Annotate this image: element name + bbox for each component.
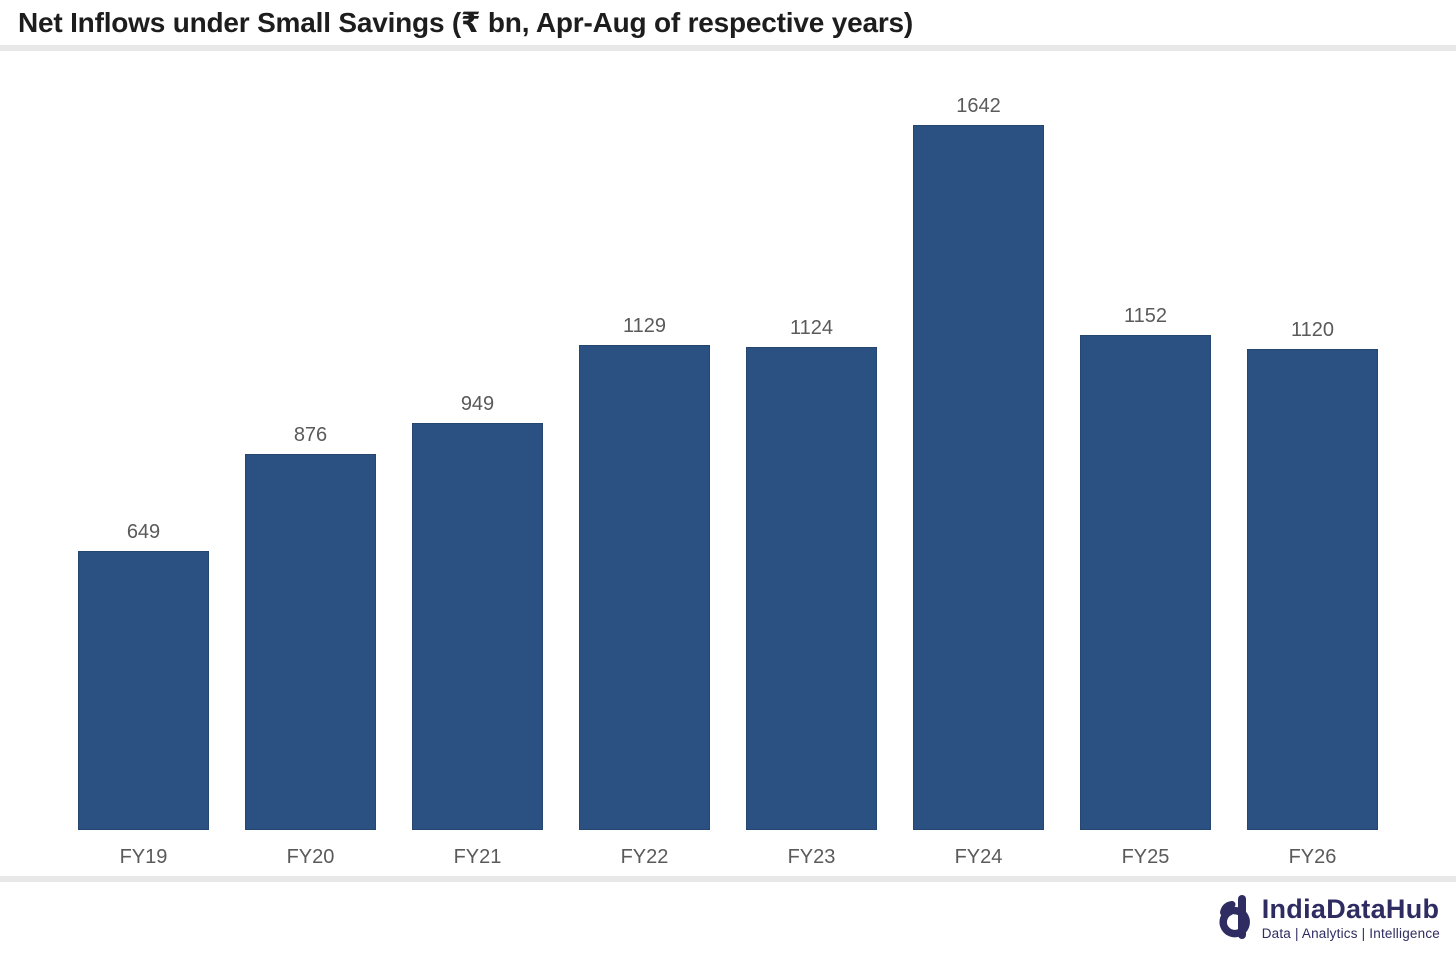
x-axis-label: FY19 [119, 846, 168, 868]
bar-value-label: 1120 [1290, 319, 1334, 341]
chart-title: Net Inflows under Small Savings (₹ bn, A… [18, 7, 914, 38]
bar-value-label: 1642 [956, 95, 1001, 117]
bar-group-fy26: 1120 FY26 [1247, 319, 1378, 870]
indiadatahub-logo: IndiaDataHub Data | Analytics | Intellig… [1209, 890, 1440, 947]
header-divider [0, 45, 1456, 51]
bar-value-label: 876 [293, 424, 328, 446]
x-axis-label: FY22 [620, 846, 669, 868]
bar-value-label: 1129 [622, 315, 666, 337]
chart-header: Net Inflows under Small Savings (₹ bn, A… [0, 0, 1456, 45]
bar-value-label: 949 [460, 393, 495, 415]
bar-fy20[interactable] [245, 454, 376, 830]
bar-group-fy23: 1124 FY23 [746, 317, 877, 870]
indiadatahub-d-icon [1209, 890, 1255, 947]
bar-group-fy22: 1129 FY22 [579, 315, 710, 870]
bar-group-fy19: 649 FY19 [78, 521, 209, 870]
x-axis-label: FY26 [1288, 846, 1337, 868]
x-axis-label: FY25 [1121, 846, 1170, 868]
bar-fy24[interactable] [913, 125, 1044, 830]
bar-group-fy24: 1642 FY24 [913, 95, 1044, 870]
x-axis-label: FY20 [286, 846, 335, 868]
bar-fy21[interactable] [412, 423, 543, 830]
x-axis-label: FY24 [954, 846, 1003, 868]
bar-group-fy25: 1152 FY25 [1080, 305, 1211, 870]
bar-fy23[interactable] [746, 347, 877, 830]
bar-fy25[interactable] [1080, 335, 1211, 830]
footer: IndiaDataHub Data | Analytics | Intellig… [0, 882, 1456, 954]
x-axis-label: FY23 [787, 846, 836, 868]
bar-group-fy21: 949 FY21 [412, 393, 543, 870]
bar-value-label: 1124 [789, 317, 833, 339]
bar-fy19[interactable] [78, 551, 209, 830]
bar-group-fy20: 876 FY20 [245, 424, 376, 870]
logo-text-block: IndiaDataHub Data | Analytics | Intellig… [1261, 894, 1440, 941]
logo-tagline: Data | Analytics | Intelligence [1261, 925, 1440, 941]
plot-area: 649 FY19 876 FY20 949 FY21 1129 FY22 1124 FY23 164… [0, 51, 1456, 870]
bar-value-label: 1152 [1123, 305, 1167, 327]
bar-value-label: 649 [126, 521, 161, 543]
logo-name: IndiaDataHub [1261, 894, 1440, 925]
footer-divider [0, 876, 1456, 882]
bar-fy26[interactable] [1247, 349, 1378, 830]
bar-fy22[interactable] [579, 345, 710, 830]
x-axis-label: FY21 [453, 846, 502, 868]
